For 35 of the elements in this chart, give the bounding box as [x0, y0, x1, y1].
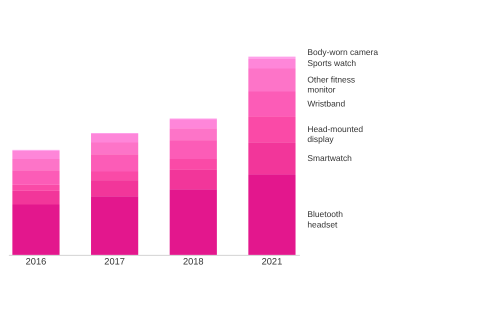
bar: [170, 158, 217, 170]
series-label: Smartwatch: [307, 152, 352, 163]
series-label: Sports watch: [307, 58, 356, 68]
bar: [91, 134, 138, 142]
bar: [248, 174, 296, 255]
bar: [248, 142, 296, 174]
bar: [91, 171, 138, 180]
bar: [91, 154, 138, 172]
bar: [170, 120, 217, 128]
bar: [170, 140, 217, 159]
bar: [12, 158, 60, 170]
bar: [12, 184, 60, 191]
bar: [170, 128, 217, 140]
bar: [170, 170, 217, 190]
series-label: Other fitness monitor: [307, 74, 356, 95]
bar: [248, 92, 296, 116]
series-label: Body-worn camera: [307, 47, 378, 58]
series-label: Head-mounted display: [307, 124, 364, 144]
bar: [248, 68, 296, 92]
bar: [91, 196, 138, 255]
series-label: Bluetooth headset: [307, 209, 344, 230]
x-tick-label: 2016: [26, 256, 46, 267]
x-tick-label: 2018: [182, 256, 204, 267]
bar: [248, 116, 296, 142]
series-label: Wristband: [307, 98, 346, 108]
bar: [170, 189, 217, 255]
x-tick-label: 2021: [262, 256, 282, 267]
bar: [12, 150, 60, 159]
bar: [248, 58, 296, 69]
x-tick-label: 2017: [104, 256, 125, 267]
bar: [12, 190, 60, 205]
bar: [91, 142, 138, 154]
bar: [12, 170, 60, 185]
bar: [91, 180, 138, 196]
bar: [12, 204, 60, 255]
